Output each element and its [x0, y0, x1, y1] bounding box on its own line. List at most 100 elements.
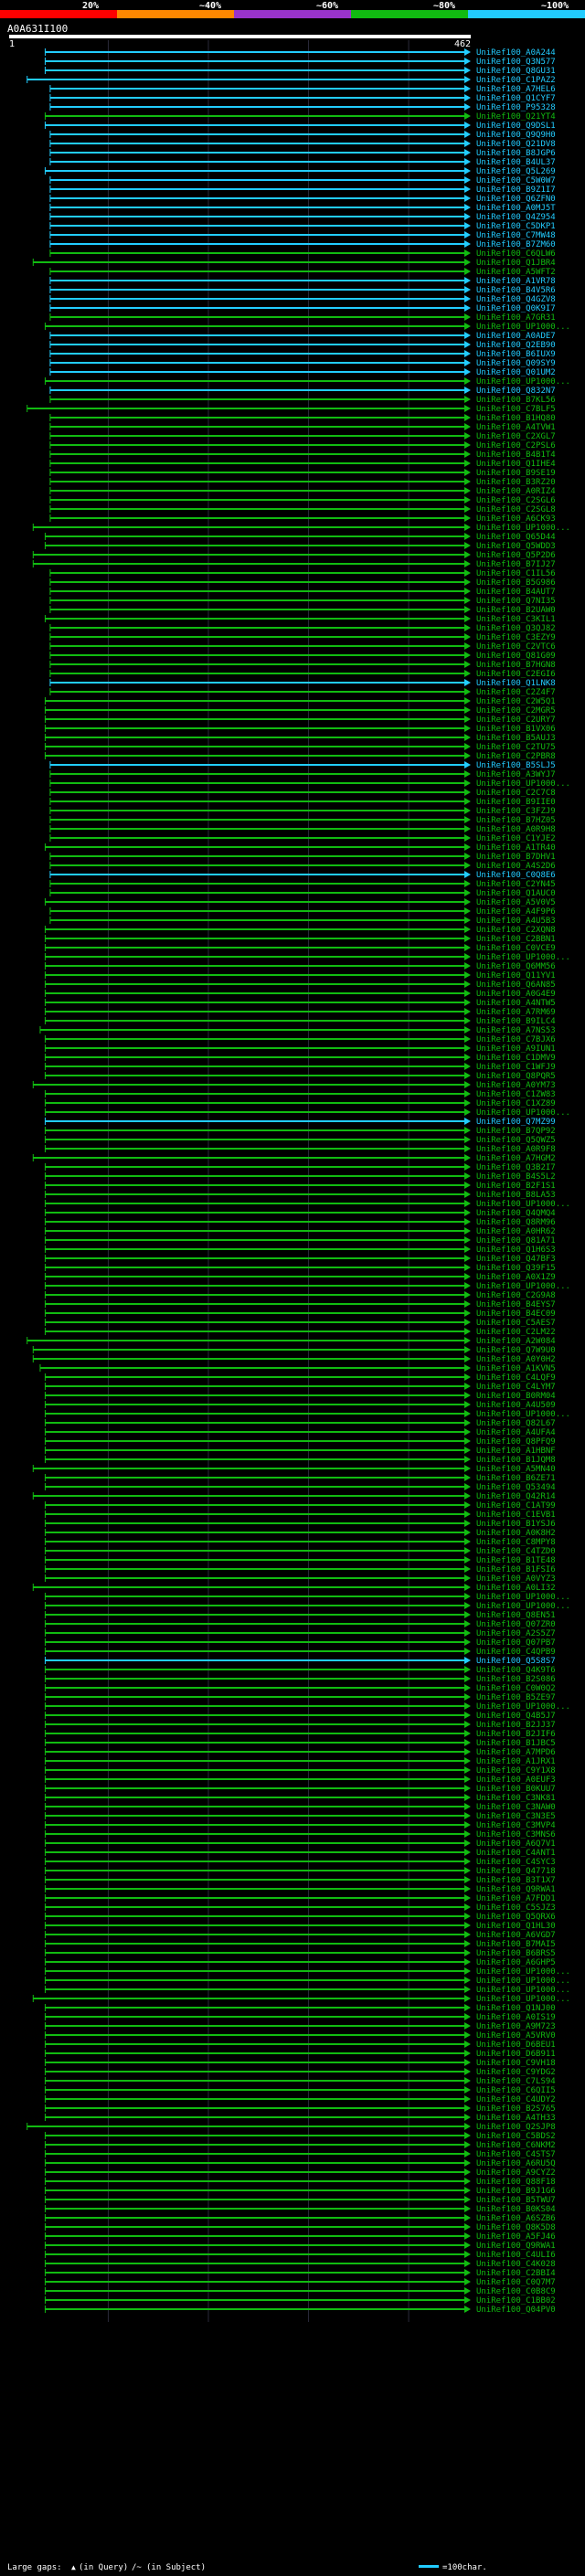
hit-label[interactable]: UniRef100_UP1000... [476, 1108, 570, 1118]
hit-label[interactable]: UniRef100_C4ULI6 [476, 2251, 556, 2260]
hit-label[interactable]: UniRef100_Q4QMQ4 [476, 1209, 556, 1218]
hit-label[interactable]: UniRef100_UP1000... [476, 1282, 570, 1291]
hit-label[interactable]: UniRef100_B5G986 [476, 578, 556, 588]
hit-label[interactable]: UniRef100_C1IL56 [476, 569, 556, 578]
hit-label[interactable]: UniRef100_Q8K5D8 [476, 2223, 556, 2232]
hit-label[interactable]: UniRef100_C2YN45 [476, 880, 556, 889]
hit-label[interactable]: UniRef100_B7IJ27 [476, 560, 556, 569]
hit-label[interactable]: UniRef100_A0R9F8 [476, 1145, 556, 1154]
hit-label[interactable]: UniRef100_UP1000... [476, 524, 570, 533]
hit-label[interactable]: UniRef100_C2LM22 [476, 1328, 556, 1337]
hit-label[interactable]: UniRef100_A0X1Z9 [476, 1273, 556, 1282]
hit-label[interactable]: UniRef100_Q82L67 [476, 1419, 556, 1428]
hit-label[interactable]: UniRef100_UP1000... [476, 1410, 570, 1419]
hit-label[interactable]: UniRef100_Q42R14 [476, 1492, 556, 1501]
hit-label[interactable]: UniRef100_C3FZJ9 [476, 807, 556, 816]
hit-label[interactable]: UniRef100_B2JIF6 [476, 1730, 556, 1739]
hit-label[interactable]: UniRef100_Q6MM56 [476, 962, 556, 971]
hit-label[interactable]: UniRef100_C3NK81 [476, 1794, 556, 1803]
hit-label[interactable]: UniRef100_Q6AN85 [476, 981, 556, 990]
hit-label[interactable]: UniRef100_A0IS19 [476, 2013, 556, 2022]
hit-label[interactable]: UniRef100_A2W084 [476, 1337, 556, 1346]
hit-label[interactable]: UniRef100_A1KVN5 [476, 1364, 556, 1373]
hit-label[interactable]: UniRef100_UP1000... [476, 377, 570, 387]
hit-label[interactable]: UniRef100_B6IUX9 [476, 350, 556, 359]
hit-label[interactable]: UniRef100_Q832N7 [476, 387, 556, 396]
hit-label[interactable]: UniRef100_C2XGL7 [476, 432, 556, 441]
hit-label[interactable]: UniRef100_A7MPD6 [476, 1748, 556, 1757]
hit-label[interactable]: UniRef100_A4TH33 [476, 2114, 556, 2123]
hit-label[interactable]: UniRef100_A1VR78 [476, 277, 556, 286]
hit-label[interactable]: UniRef100_B5SLJ5 [476, 761, 556, 770]
hit-label[interactable]: UniRef100_A0HR62 [476, 1227, 556, 1236]
hit-label[interactable]: UniRef100_C1EVB1 [476, 1511, 556, 1520]
hit-label[interactable]: UniRef100_C2PSL6 [476, 441, 556, 451]
hit-label[interactable]: UniRef100_C4LQF9 [476, 1373, 556, 1383]
hit-label[interactable]: UniRef100_UP1000... [476, 1200, 570, 1209]
hit-label[interactable]: UniRef100_C2BBI4 [476, 2269, 556, 2278]
hit-label[interactable]: UniRef100_Q01UM2 [476, 368, 556, 377]
hit-label[interactable]: UniRef100_Q04PV0 [476, 2306, 556, 2315]
hit-label[interactable]: UniRef100_B4EYS7 [476, 1300, 556, 1309]
hit-label[interactable]: UniRef100_A4NTW5 [476, 999, 556, 1008]
hit-label[interactable]: UniRef100_A3WYJ7 [476, 770, 556, 779]
hit-label[interactable]: UniRef100_Q21DV8 [476, 140, 556, 149]
hit-label[interactable]: UniRef100_B2JJ37 [476, 1721, 556, 1730]
hit-label[interactable]: UniRef100_Q21YT4 [476, 112, 556, 122]
hit-label[interactable]: UniRef100_C5W0W7 [476, 176, 556, 186]
hit-label[interactable]: UniRef100_Q3QJ82 [476, 624, 556, 633]
hit-label[interactable]: UniRef100_C1PAZ2 [476, 76, 556, 85]
hit-label[interactable]: UniRef100_A7HEL6 [476, 85, 556, 94]
hit-label[interactable]: UniRef100_C4SYC3 [476, 1858, 556, 1867]
hit-label[interactable]: UniRef100_C3KIL1 [476, 615, 556, 624]
hit-label[interactable]: UniRef100_A6VGD7 [476, 1931, 556, 1940]
hit-label[interactable]: UniRef100_UP1000... [476, 1995, 570, 2004]
hit-label[interactable]: UniRef100_Q5S8S7 [476, 1657, 556, 1666]
hit-label[interactable]: UniRef100_C2SGL8 [476, 505, 556, 514]
hit-label[interactable]: UniRef100_B7HGN8 [476, 661, 556, 670]
hit-label[interactable]: UniRef100_B4V5R6 [476, 286, 556, 295]
hit-label[interactable]: UniRef100_UP1000... [476, 1986, 570, 1995]
hit-label[interactable]: UniRef100_C3MNS6 [476, 1830, 556, 1839]
hit-label[interactable]: UniRef100_A2S5Z7 [476, 1629, 556, 1638]
hit-label[interactable]: UniRef100_Q8GU31 [476, 67, 556, 76]
hit-label[interactable]: UniRef100_A1TR40 [476, 843, 556, 853]
hit-label[interactable]: UniRef100_UP1000... [476, 953, 570, 962]
hit-label[interactable]: UniRef100_A6GHP5 [476, 1958, 556, 1967]
hit-label[interactable]: UniRef100_B7QP92 [476, 1127, 556, 1136]
hit-label[interactable]: UniRef100_Q1IHE4 [476, 460, 556, 469]
hit-label[interactable]: UniRef100_Q1HL30 [476, 1922, 556, 1931]
hit-label[interactable]: UniRef100_Q1CYF7 [476, 94, 556, 103]
hit-label[interactable]: UniRef100_Q2SJP8 [476, 2123, 556, 2132]
hit-label[interactable]: UniRef100_C4QPB9 [476, 1648, 556, 1657]
hit-label[interactable]: UniRef100_C3EZY9 [476, 633, 556, 642]
hit-label[interactable]: UniRef100_A0A244 [476, 48, 556, 58]
hit-label[interactable]: UniRef100_B4B1T4 [476, 451, 556, 460]
hit-label[interactable]: UniRef100_Q39F15 [476, 1264, 556, 1273]
hit-label[interactable]: UniRef100_B1HQ80 [476, 414, 556, 423]
hit-label[interactable]: UniRef100_A7FDD1 [476, 1894, 556, 1903]
hit-label[interactable]: UniRef100_C4LYM7 [476, 1383, 556, 1392]
hit-label[interactable]: UniRef100_Q8EN51 [476, 1611, 556, 1620]
hit-label[interactable]: UniRef100_C1BB02 [476, 2296, 556, 2306]
hit-label[interactable]: UniRef100_Q1H6S3 [476, 1246, 556, 1255]
hit-label[interactable]: UniRef100_A0EUF3 [476, 1776, 556, 1785]
hit-label[interactable]: UniRef100_Q4B5J7 [476, 1712, 556, 1721]
hit-label[interactable]: UniRef100_C5AES7 [476, 1319, 556, 1328]
hit-label[interactable]: UniRef100_A7GR31 [476, 313, 556, 323]
hit-label[interactable]: UniRef100_C1WFJ9 [476, 1063, 556, 1072]
hit-label[interactable]: UniRef100_B4AUT7 [476, 588, 556, 597]
hit-label[interactable]: UniRef100_B2F1S1 [476, 1182, 556, 1191]
hit-label[interactable]: UniRef100_Q9RWA1 [476, 2242, 556, 2251]
hit-label[interactable]: UniRef100_A0YM73 [476, 1081, 556, 1090]
hit-label[interactable]: UniRef100_C7MW48 [476, 231, 556, 240]
hit-label[interactable]: UniRef100_A7RM69 [476, 1008, 556, 1017]
hit-label[interactable]: UniRef100_C2SGL6 [476, 496, 556, 505]
hit-label[interactable]: UniRef100_C5SJZ3 [476, 1903, 556, 1913]
hit-label[interactable]: UniRef100_Q5QWZ5 [476, 1136, 556, 1145]
hit-label[interactable]: UniRef100_A4F9P6 [476, 907, 556, 917]
hit-label[interactable]: UniRef100_C7BJX6 [476, 1035, 556, 1044]
hit-label[interactable]: UniRef100_C7BLF5 [476, 405, 556, 414]
hit-label[interactable]: UniRef100_A4UFA4 [476, 1428, 556, 1437]
hit-label[interactable]: UniRef100_B9J1G6 [476, 2187, 556, 2196]
